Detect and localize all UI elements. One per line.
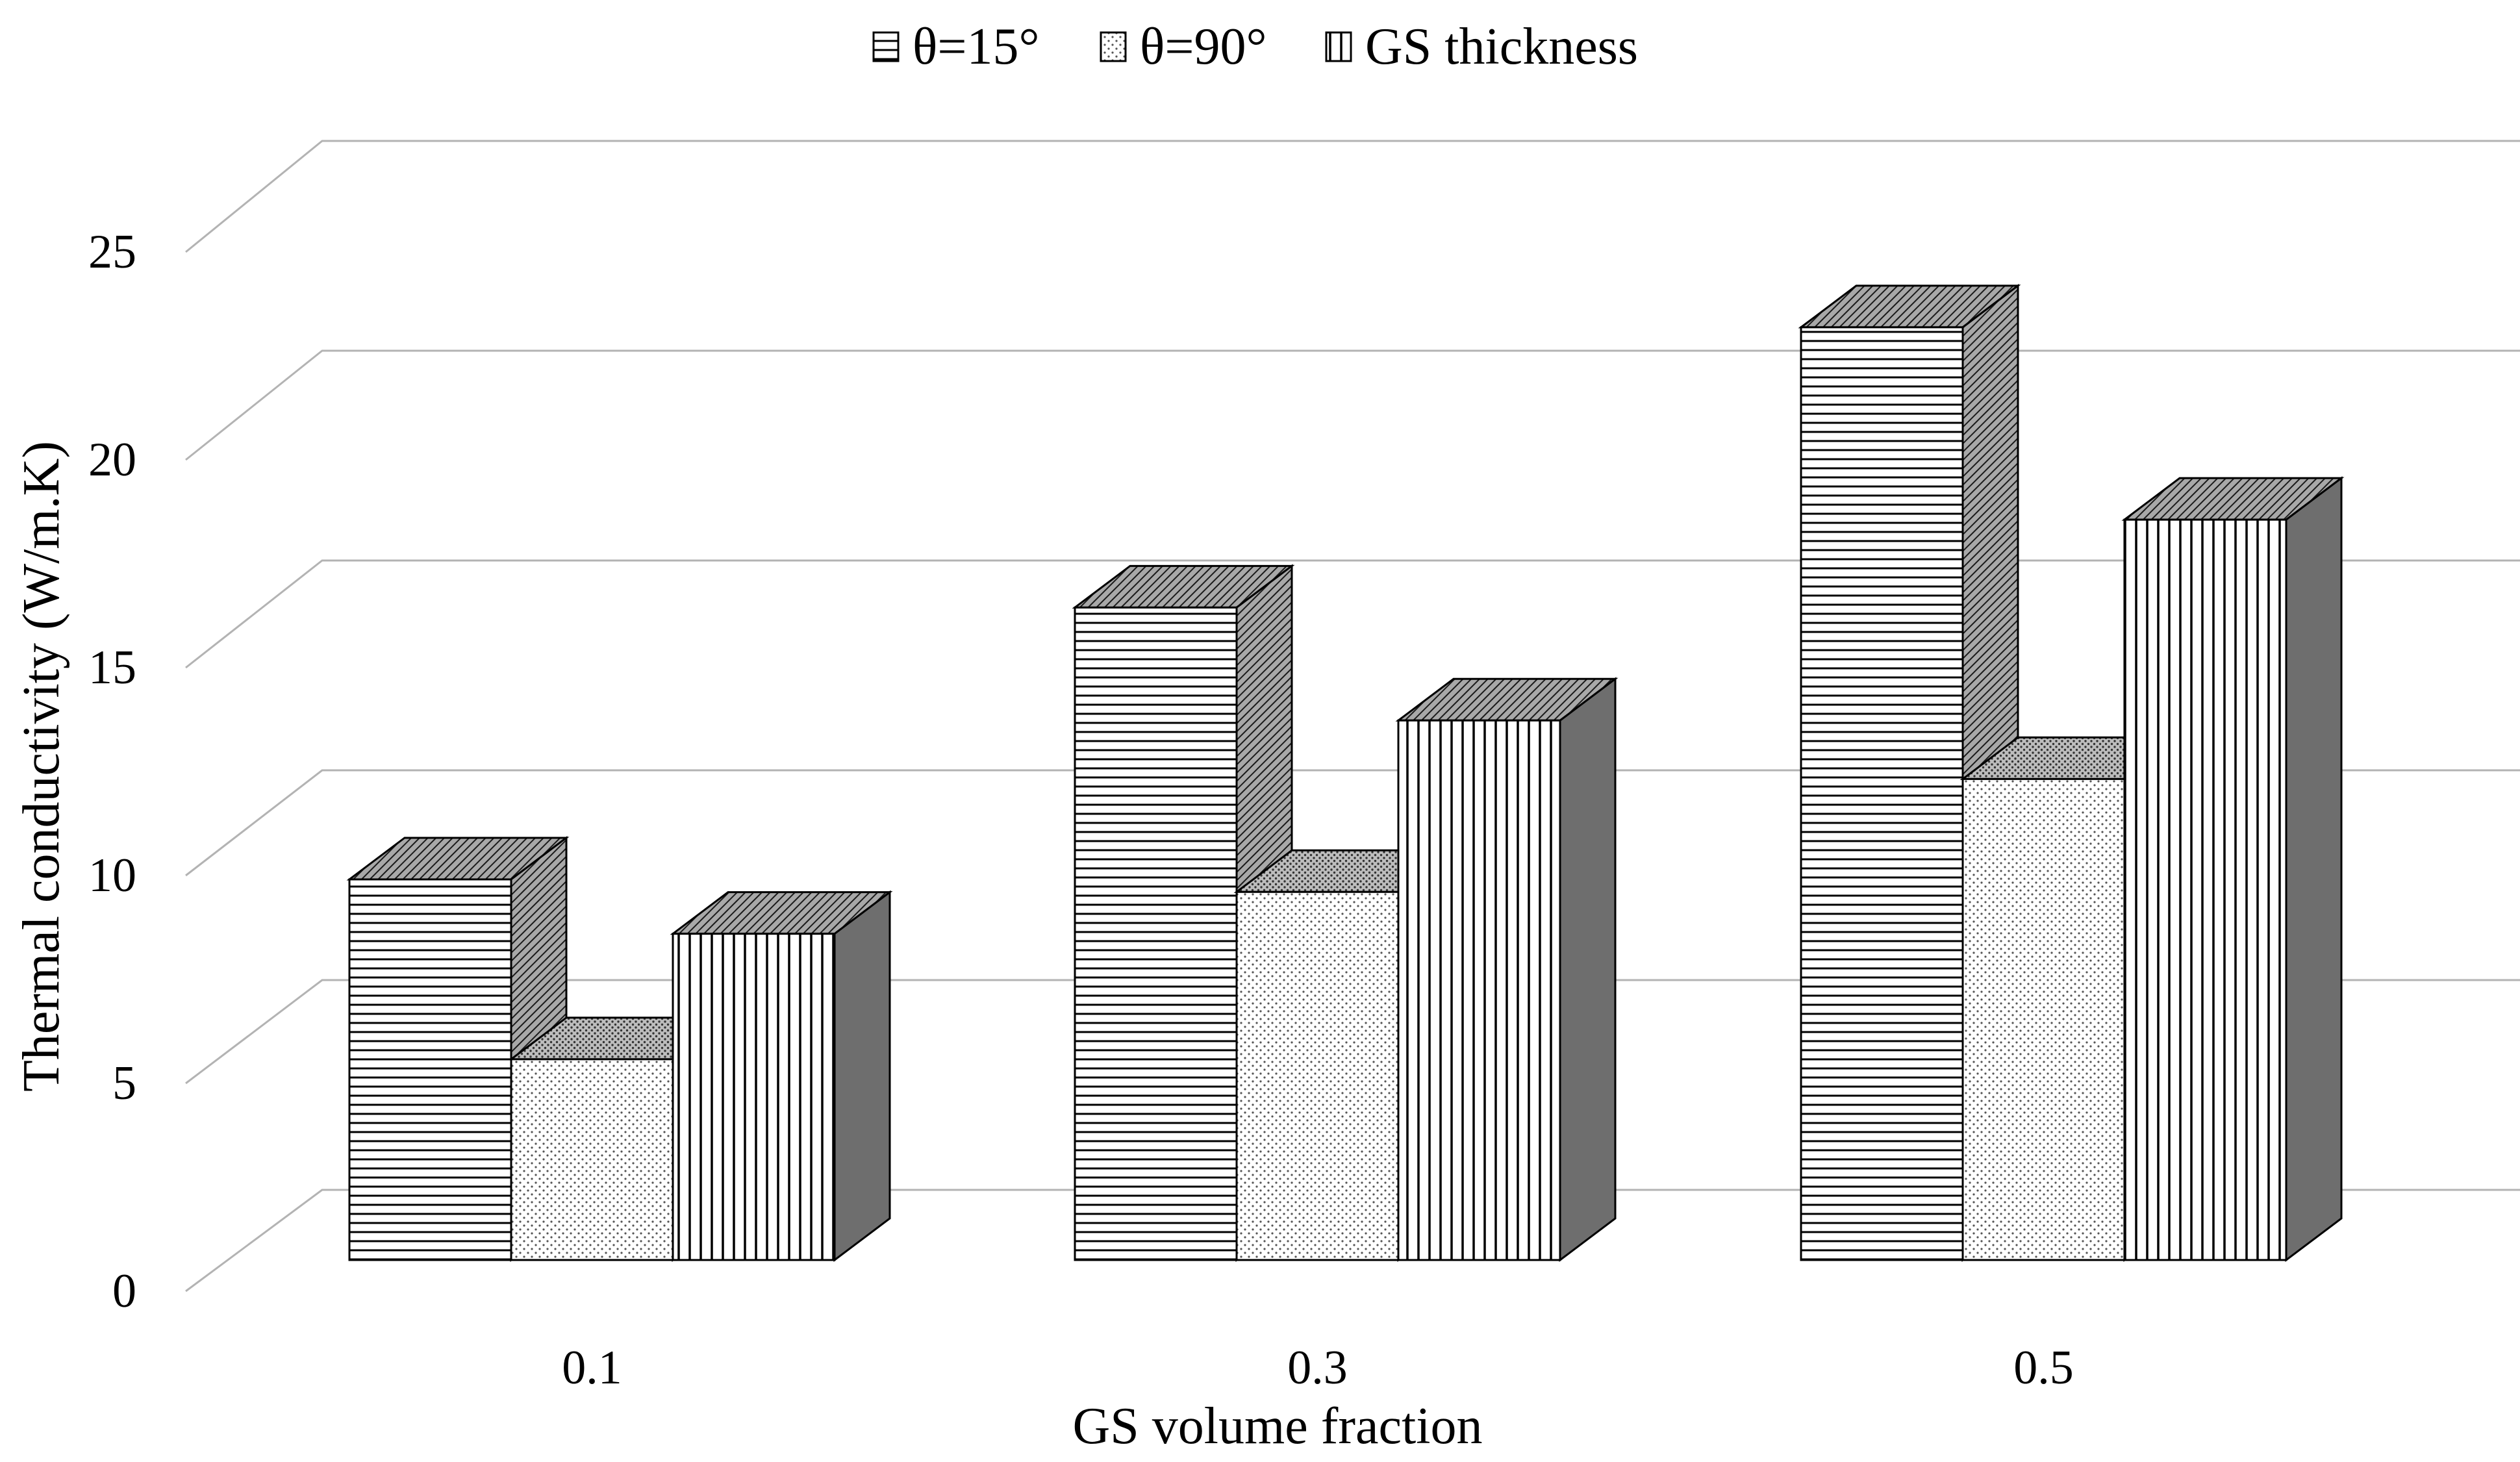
bar-front-face (1961, 777, 2126, 1261)
bars (346, 283, 2345, 1263)
bar-front-face (672, 933, 836, 1261)
bar-front-face (1397, 719, 1561, 1261)
y-tick-label: 20 (88, 433, 136, 486)
bar-side-face (833, 890, 891, 1263)
bar-front-face (1235, 890, 1400, 1261)
y-tick-label: 10 (88, 849, 136, 902)
legend-swatch-theta-15 (872, 31, 900, 62)
legend-swatch-theta-90 (1100, 31, 1127, 62)
gridline (185, 140, 2520, 253)
grid-lines (185, 140, 2520, 1292)
x-axis-title: GS volume fraction (1073, 1398, 1483, 1455)
x-tick-label: 0.5 (2013, 1341, 2074, 1394)
y-tick-label: 25 (88, 225, 136, 279)
bar-front-face (2123, 518, 2287, 1261)
x-tick-label: 0.3 (1287, 1341, 1348, 1394)
x-tick-label: 0.1 (562, 1341, 622, 1394)
bar (670, 890, 893, 1263)
legend-label-gs-thickness: GS thickness (1365, 18, 1638, 75)
gridline (185, 1189, 2520, 1292)
bar (1395, 677, 1619, 1263)
y-axis-title: Thermal conductivity (W/m.K) (13, 441, 70, 1092)
gridline (185, 559, 2520, 669)
gridline (185, 769, 2520, 877)
bar-front-face (348, 878, 512, 1261)
legend: θ=15° θ=90° GS thickness (872, 18, 1638, 75)
bar-front-face (1800, 326, 1964, 1261)
legend-swatch-gs-thickness (1325, 31, 1352, 62)
y-tick-label: 15 (88, 641, 136, 694)
bar-front-face (510, 1058, 674, 1261)
legend-label-theta-15: θ=15° (913, 18, 1039, 75)
y-axis-tick-labels: 0 5 10 15 20 25 (88, 225, 136, 1318)
y-tick-label: 5 (112, 1057, 136, 1110)
bar-front-face (1074, 606, 1238, 1261)
x-axis-tick-labels: 0.1 0.3 0.5 (562, 1341, 2074, 1394)
bar-side-face (1559, 677, 1617, 1263)
gridline (185, 979, 2520, 1085)
legend-label-theta-90: θ=90° (1140, 18, 1266, 75)
bar-side-face (2285, 476, 2343, 1263)
gridline (185, 349, 2520, 461)
bar (2121, 476, 2345, 1263)
y-tick-label: 0 (112, 1265, 136, 1318)
